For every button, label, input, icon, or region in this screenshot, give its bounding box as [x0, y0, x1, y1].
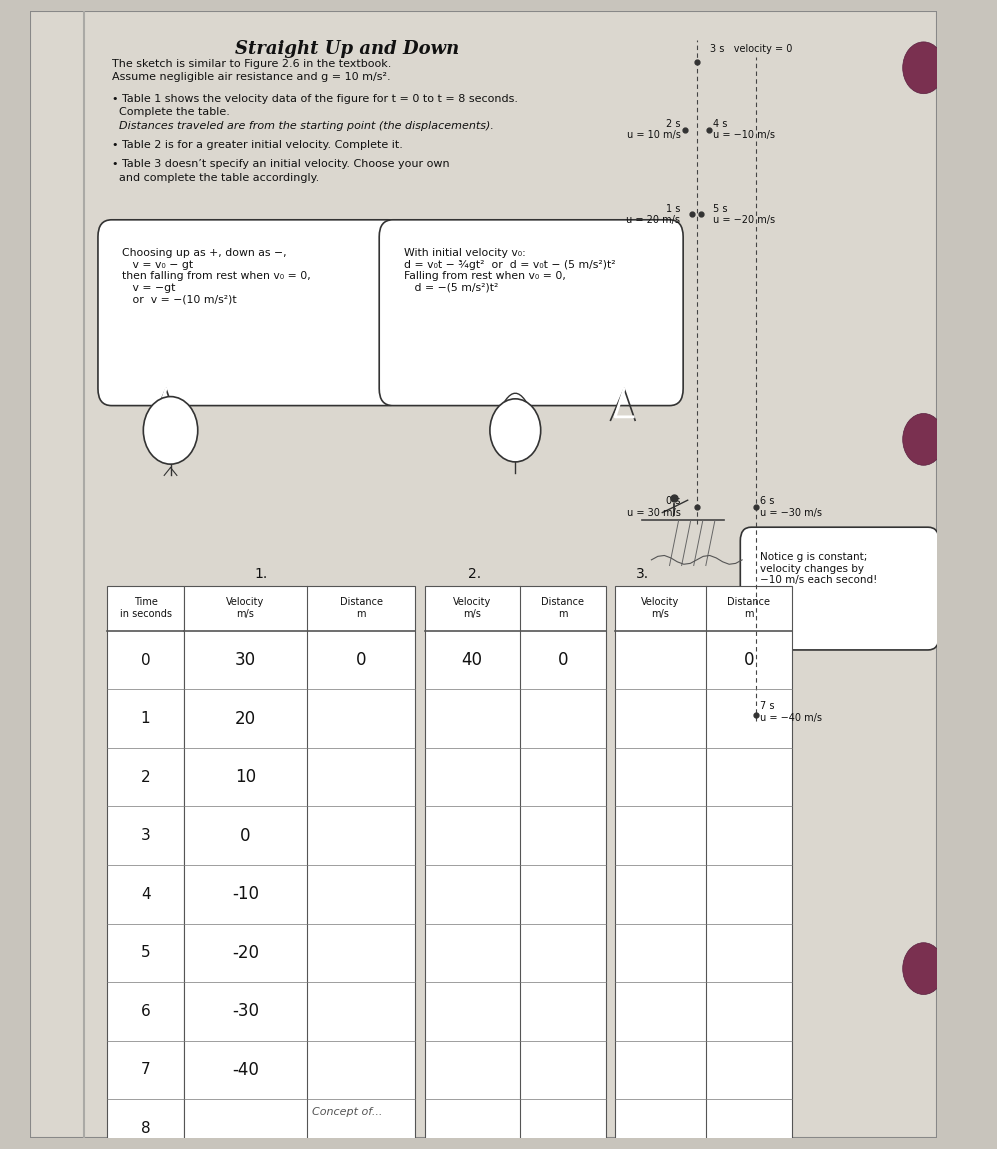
Text: u = −20 m/s: u = −20 m/s	[713, 215, 776, 225]
Text: 3.: 3.	[636, 568, 649, 581]
Text: Distances traveled are from the starting point (the displacements).: Distances traveled are from the starting…	[112, 121, 494, 131]
Text: 1.: 1.	[254, 568, 268, 581]
Circle shape	[490, 399, 540, 462]
FancyBboxPatch shape	[184, 586, 416, 1149]
Text: -30: -30	[232, 1002, 259, 1020]
Text: Choosing up as +, down as −,
   v = v₀ − gt
then falling from rest when v₀ = 0,
: Choosing up as +, down as −, v = v₀ − gt…	[123, 248, 311, 304]
Text: Distance
m: Distance m	[340, 597, 383, 619]
FancyBboxPatch shape	[107, 586, 184, 1149]
Text: 0: 0	[356, 651, 366, 669]
Text: u = −30 m/s: u = −30 m/s	[761, 508, 823, 517]
Circle shape	[902, 414, 944, 465]
Text: 7: 7	[141, 1063, 151, 1078]
Text: Velocity
m/s: Velocity m/s	[226, 597, 264, 619]
Text: • Table 3 doesn’t specify an initial velocity. Choose your own: • Table 3 doesn’t specify an initial vel…	[112, 159, 450, 169]
Text: u = 10 m/s: u = 10 m/s	[626, 130, 680, 140]
Text: Distance
m: Distance m	[541, 597, 584, 619]
FancyBboxPatch shape	[379, 219, 683, 406]
Text: u = −40 m/s: u = −40 m/s	[761, 712, 823, 723]
Text: 8: 8	[141, 1121, 151, 1136]
Text: u = 30 m/s: u = 30 m/s	[626, 508, 680, 517]
Text: 5: 5	[141, 946, 151, 961]
Text: 1 s: 1 s	[666, 203, 680, 214]
Text: Straight Up and Down: Straight Up and Down	[235, 39, 460, 57]
Text: 10: 10	[235, 769, 256, 786]
Text: -10: -10	[232, 885, 259, 903]
Text: 0: 0	[141, 653, 151, 668]
Text: The sketch is similar to Figure 2.6 in the textbook.: The sketch is similar to Figure 2.6 in t…	[112, 59, 391, 69]
Text: • Table 2 is for a greater initial velocity. Complete it.: • Table 2 is for a greater initial veloc…	[112, 140, 403, 149]
Text: • Table 1 shows the velocity data of the figure for t = 0 to t = 8 seconds.: • Table 1 shows the velocity data of the…	[112, 94, 517, 103]
Text: 4 s: 4 s	[713, 119, 728, 129]
Circle shape	[902, 41, 944, 94]
Text: 40: 40	[462, 651, 483, 669]
Text: Distance
m: Distance m	[728, 597, 771, 619]
FancyBboxPatch shape	[98, 219, 402, 406]
Text: 6 s: 6 s	[761, 496, 775, 507]
Text: Notice g is constant;
velocity changes by
−10 m/s each second!: Notice g is constant; velocity changes b…	[761, 552, 877, 585]
Text: 0 s: 0 s	[666, 496, 680, 507]
Text: 2: 2	[141, 770, 151, 785]
Text: u = −10 m/s: u = −10 m/s	[713, 130, 775, 140]
FancyBboxPatch shape	[615, 586, 792, 1149]
Text: 2 s: 2 s	[666, 119, 680, 129]
Text: Time
in seconds: Time in seconds	[120, 597, 171, 619]
Text: -40: -40	[232, 1061, 259, 1079]
Text: and complete the table accordingly.: and complete the table accordingly.	[112, 172, 319, 183]
Text: 2.: 2.	[468, 568, 481, 581]
Text: 4: 4	[141, 887, 151, 902]
Circle shape	[902, 942, 944, 995]
Text: 3 s   velocity = 0: 3 s velocity = 0	[710, 44, 793, 54]
Text: 3: 3	[141, 828, 151, 843]
Text: 1: 1	[141, 711, 151, 726]
Text: Velocity
m/s: Velocity m/s	[453, 597, 492, 619]
Text: 7 s: 7 s	[761, 701, 775, 711]
Text: 0: 0	[240, 827, 250, 845]
Text: 5 s: 5 s	[713, 203, 728, 214]
Circle shape	[144, 396, 197, 464]
Text: Concept of...: Concept of...	[312, 1108, 383, 1117]
Text: With initial velocity v₀:
d = v₀t − ¾gt²  or  d = v₀t − (5 m/s²)t²
Falling from : With initial velocity v₀: d = v₀t − ¾gt²…	[404, 248, 615, 293]
Text: -20: -20	[232, 943, 259, 962]
Text: 6: 6	[141, 1004, 151, 1019]
FancyBboxPatch shape	[425, 586, 606, 1149]
Text: 20: 20	[235, 710, 256, 727]
FancyBboxPatch shape	[30, 11, 937, 1138]
Text: 0: 0	[557, 651, 568, 669]
Text: Assume negligible air resistance and g = 10 m/s².: Assume negligible air resistance and g =…	[112, 72, 390, 83]
Text: Complete the table.: Complete the table.	[112, 107, 229, 117]
Text: u = 20 m/s: u = 20 m/s	[626, 215, 680, 225]
Text: Velocity
m/s: Velocity m/s	[641, 597, 680, 619]
FancyBboxPatch shape	[741, 527, 939, 650]
Text: 0: 0	[744, 651, 754, 669]
Text: 30: 30	[235, 651, 256, 669]
